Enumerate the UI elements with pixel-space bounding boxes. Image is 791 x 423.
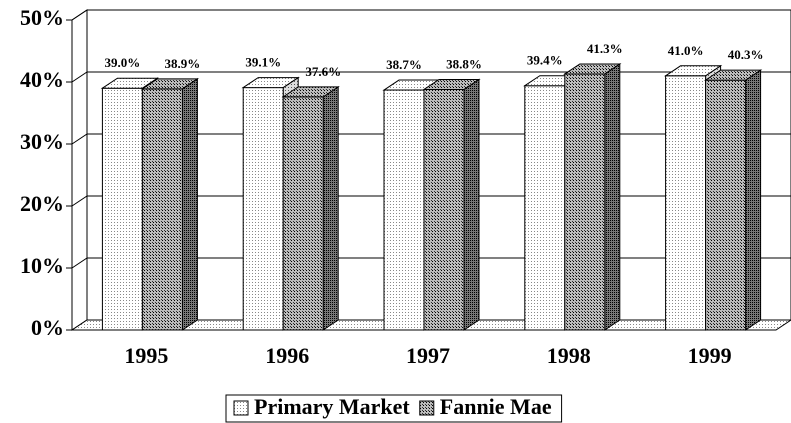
bar-top — [140, 78, 200, 90]
legend-swatch — [233, 400, 249, 416]
bar-side — [181, 77, 198, 331]
grid-line — [71, 71, 791, 83]
bar — [141, 88, 183, 331]
bar-top — [703, 69, 763, 81]
legend-label: Primary Market — [254, 394, 410, 419]
bar-side — [604, 63, 621, 331]
value-label: 38.9% — [165, 56, 201, 71]
value-label: 39.1% — [245, 55, 281, 70]
value-label: 39.4% — [527, 53, 563, 68]
y-tick-label: 50% — [20, 5, 64, 30]
value-label: 38.8% — [446, 56, 482, 71]
legend-box — [225, 394, 563, 423]
x-tick-label: 1999 — [688, 343, 732, 368]
legend: Primary Market Fannie Mae — [225, 394, 563, 423]
value-label: 39.0% — [105, 55, 141, 70]
y-tick-label: 0% — [31, 315, 64, 340]
value-label: 40.3% — [728, 47, 764, 62]
x-tick-label: 1995 — [124, 343, 168, 368]
bar — [282, 96, 324, 331]
bar-top — [563, 63, 622, 75]
value-label: 41.0% — [668, 43, 704, 58]
bar-top — [422, 78, 481, 90]
bar-top — [281, 86, 340, 98]
bar — [383, 89, 425, 331]
bar — [423, 88, 465, 331]
y-tick-label: 10% — [20, 253, 64, 278]
bar-top — [663, 65, 723, 77]
grid-line — [71, 9, 791, 21]
y-tick-label: 30% — [20, 129, 64, 154]
bar — [242, 87, 284, 331]
y-tick-label: 40% — [20, 67, 64, 92]
bar — [524, 85, 566, 331]
x-tick-label: 1998 — [547, 343, 591, 368]
side-wall — [71, 9, 88, 331]
bar-side — [745, 69, 762, 331]
bar — [665, 75, 707, 331]
bar-side — [322, 85, 339, 331]
legend-swatch — [419, 400, 435, 416]
bar — [705, 79, 747, 331]
legend-label: Fannie Mae — [440, 394, 552, 419]
bar-top — [241, 77, 300, 89]
bar — [101, 87, 143, 331]
y-tick-label: 20% — [20, 191, 64, 216]
x-tick-label: 1997 — [406, 343, 450, 368]
bar-side — [463, 78, 480, 331]
value-label: 38.7% — [386, 57, 422, 72]
value-label: 37.6% — [305, 64, 341, 79]
value-label: 41.3% — [587, 41, 623, 56]
x-tick-label: 1996 — [265, 343, 309, 368]
bar — [564, 73, 606, 331]
bar-top — [100, 77, 160, 89]
